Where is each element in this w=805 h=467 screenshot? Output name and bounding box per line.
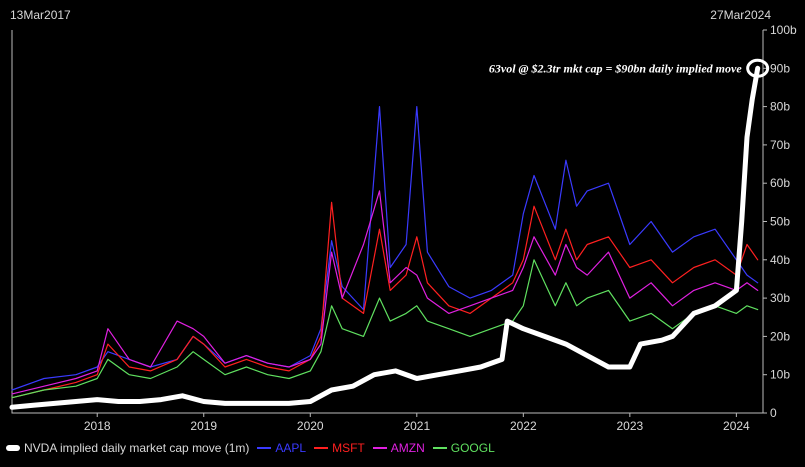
end-date-label: 27Mar2024 bbox=[710, 8, 771, 22]
legend-item: GOOGL bbox=[432, 441, 495, 455]
series-line-googl bbox=[11, 259, 759, 399]
legend-swatch bbox=[6, 445, 20, 451]
x-tick-label: 2022 bbox=[510, 419, 537, 433]
annotation-text: 63vol @ $2.3tr mkt cap = $90bn daily imp… bbox=[489, 61, 742, 75]
legend-label: MSFT bbox=[332, 441, 365, 455]
series-line-msft bbox=[11, 201, 759, 399]
legend-label: GOOGL bbox=[450, 441, 495, 455]
y-tick-label: 90b bbox=[770, 61, 790, 75]
y-tick-label: 50b bbox=[770, 215, 790, 229]
legend-label: NVDA implied daily market cap move (1m) bbox=[24, 441, 250, 455]
y-tick-label: 10b bbox=[770, 368, 790, 382]
legend-item: MSFT bbox=[314, 441, 365, 455]
legend-swatch bbox=[372, 447, 387, 449]
y-tick-label: 60b bbox=[770, 176, 790, 190]
series-line-nvda bbox=[9, 65, 761, 410]
y-tick-label: 70b bbox=[770, 138, 790, 152]
x-tick-label: 2019 bbox=[190, 419, 217, 433]
y-tick-label: 100b bbox=[770, 23, 797, 37]
y-tick-label: 80b bbox=[770, 100, 790, 114]
x-tick-label: 2023 bbox=[616, 419, 643, 433]
x-tick-label: 2024 bbox=[723, 419, 750, 433]
legend-label: AAPL bbox=[275, 441, 307, 455]
y-tick-label: 30b bbox=[770, 291, 790, 305]
legend-swatch bbox=[432, 447, 447, 449]
legend-item: NVDA implied daily market cap move (1m) bbox=[6, 441, 249, 455]
y-tick-label: 0 bbox=[770, 406, 777, 420]
legend-label: AMZN bbox=[390, 441, 425, 455]
x-tick-label: 2021 bbox=[403, 419, 430, 433]
x-tick-label: 2020 bbox=[297, 419, 324, 433]
legend: NVDA implied daily market cap move (1m) A… bbox=[6, 441, 503, 455]
legend-item: AMZN bbox=[372, 441, 425, 455]
series-line-amzn bbox=[11, 190, 759, 395]
x-tick-label: 2018 bbox=[84, 419, 111, 433]
y-tick-label: 40b bbox=[770, 253, 790, 267]
start-date-label: 13Mar2017 bbox=[10, 8, 71, 22]
legend-swatch bbox=[314, 447, 329, 449]
legend-item: AAPL bbox=[257, 441, 306, 455]
highlight-circle bbox=[746, 58, 770, 78]
series-line-aapl bbox=[11, 106, 759, 391]
y-tick-label: 20b bbox=[770, 329, 790, 343]
legend-swatch bbox=[257, 447, 272, 449]
